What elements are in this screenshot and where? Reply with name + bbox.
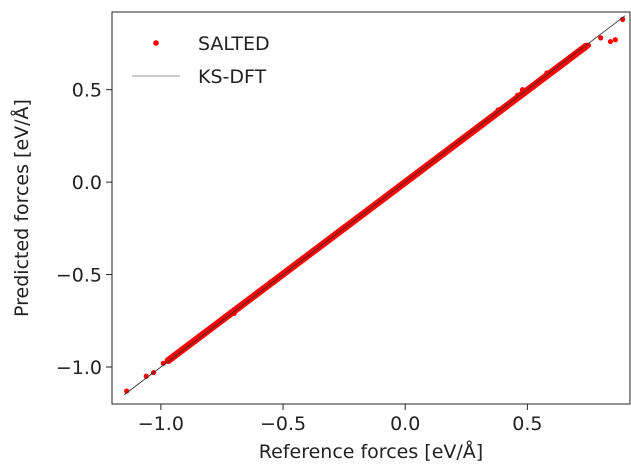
x-tick-label: −0.5	[260, 413, 306, 435]
legend-label-salted: SALTED	[198, 33, 270, 55]
salted-point	[612, 37, 618, 43]
x-axis-title: Reference forces [eV/Å]	[259, 440, 483, 463]
x-tick-label: −1.0	[138, 413, 184, 435]
x-tick-label: 0.0	[390, 413, 420, 435]
y-tick-label: −1.0	[56, 357, 102, 379]
legend-marker-salted	[153, 40, 159, 46]
y-axis-title: Predicted forces [eV/Å]	[10, 99, 33, 317]
salted-point	[607, 38, 614, 45]
y-tick-label: −0.5	[56, 265, 102, 287]
legend-label-ks-dft: KS-DFT	[198, 66, 267, 88]
y-tick-label: 0.0	[72, 172, 102, 194]
ks-dft-line	[123, 15, 626, 396]
salted-point	[519, 87, 526, 93]
plot-frame	[111, 11, 631, 405]
salted-point	[598, 35, 604, 41]
x-tick-label: 0.5	[512, 413, 542, 435]
y-tick-label: 0.5	[72, 80, 102, 102]
